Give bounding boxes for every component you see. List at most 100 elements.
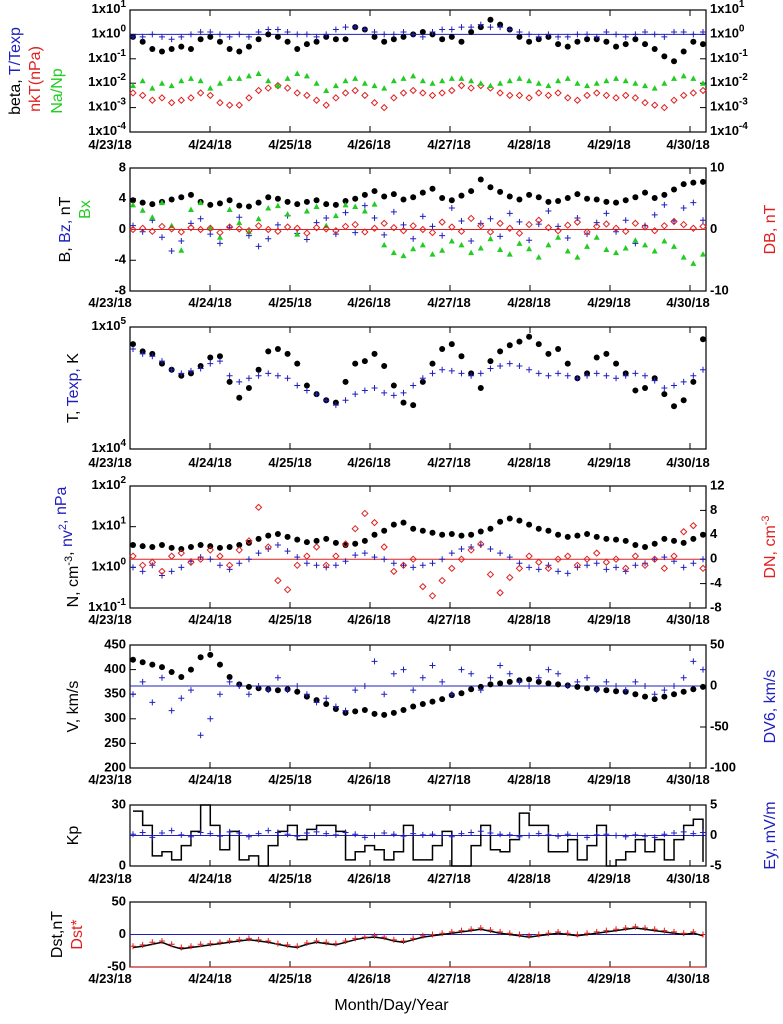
point-beta [255,36,262,43]
point-N [303,539,310,546]
point-V [323,701,330,708]
date-label: 4/30/18 [666,137,709,152]
point-DN [264,543,272,551]
point-Bz [303,236,310,243]
point-N [593,533,600,540]
point-DB [361,228,369,236]
point-B [603,198,610,205]
point-beta [651,46,658,53]
point-nv2 [130,564,136,571]
point-V [371,710,378,717]
point-N [332,539,339,546]
point-nkT(nPa) [679,91,688,100]
point-Ey [226,828,233,835]
point-B [178,194,185,201]
point-DB [312,223,321,232]
point-nv2 [245,556,252,563]
point-B [303,198,310,205]
point-DN [167,552,176,560]
point-Bz [130,222,136,229]
point-Bz [700,217,706,224]
point-DN [225,561,234,570]
point-nkT(nPa) [496,89,504,97]
y-tick-label: -8 [114,282,126,297]
point-DV6 [564,683,571,689]
right-y-tick-label: 0 [710,827,717,842]
point-Bx [439,247,446,253]
point-DN [370,518,379,527]
right-y-tick-label: -10 [710,282,729,297]
point-nkT(nPa) [322,101,330,109]
date-label: 4/26/18 [347,137,390,152]
point-DN [390,567,398,576]
point-Na/Np [303,72,310,79]
point-Bx [526,245,533,252]
point-DN [129,552,137,560]
point-beta [603,38,610,45]
point-nkT(nPa) [370,99,379,107]
point-V [642,693,649,700]
point-DV6 [458,666,465,673]
point-nv2 [139,568,146,575]
point-T/Texp [284,28,291,35]
point-Bz [236,214,243,221]
point-DV6 [439,678,446,685]
point-DB [409,222,417,230]
date-label: 4/30/18 [666,871,709,886]
point-beta [149,46,156,53]
date-label: 4/29/18 [587,295,630,310]
point-N [584,530,591,537]
point-nkT(nPa) [525,94,533,102]
point-DN [477,540,485,548]
point-T/Texp [593,33,600,40]
point-DB [274,227,282,236]
point-nkT(nPa) [148,96,157,104]
point-V [555,681,562,688]
right-y-tick-label: 1x101 [710,0,745,16]
point-Texp [265,370,272,377]
point-T/Texp [671,28,678,35]
point-nkT(nPa) [158,94,166,102]
point-N [535,525,542,532]
point-Ey [323,830,330,837]
point-T [371,350,378,357]
point-DN [138,561,147,570]
point-N [603,535,610,542]
point-T [632,387,639,394]
point-Na/Np [149,85,156,91]
point-T/Texp [690,31,697,38]
point-N [468,531,475,538]
point-N [352,540,359,547]
point-nkT(nPa) [438,89,446,97]
point-nkT(nPa) [544,91,553,100]
point-B [130,197,136,204]
point-T/Texp [410,31,417,38]
point-T [207,354,214,361]
point-beta [313,38,320,45]
point-DN [679,528,688,536]
point-Texp [390,392,397,399]
point-Bx [622,244,629,251]
point-DN [254,503,263,512]
panel-density: 1x102 1x101 1x100 1x10-1 12 8 4 0 -4 -8 N, cm-3, n… [53,475,779,627]
point-V [149,661,156,668]
point-Bx [506,251,513,257]
point-DB [167,225,176,233]
point-nv2 [178,564,185,571]
point-Ey [400,833,407,840]
y-tick-label: 350 [104,686,126,701]
y-tick-label: 1x10-3 [88,96,126,114]
point-Bx [458,241,465,248]
x-axis-title: Month/Day/Year [334,997,449,1014]
point-DN [641,561,649,570]
point-nkT(nPa) [612,94,620,102]
point-beta [390,36,397,43]
date-label: 4/23/18 [88,455,131,470]
point-Texp [477,370,484,377]
point-DB [293,224,301,232]
point-Bx [690,260,697,266]
point-Bz [168,248,175,255]
point-Dst* [651,926,658,933]
point-N [216,544,223,551]
point-DV6 [555,670,562,677]
